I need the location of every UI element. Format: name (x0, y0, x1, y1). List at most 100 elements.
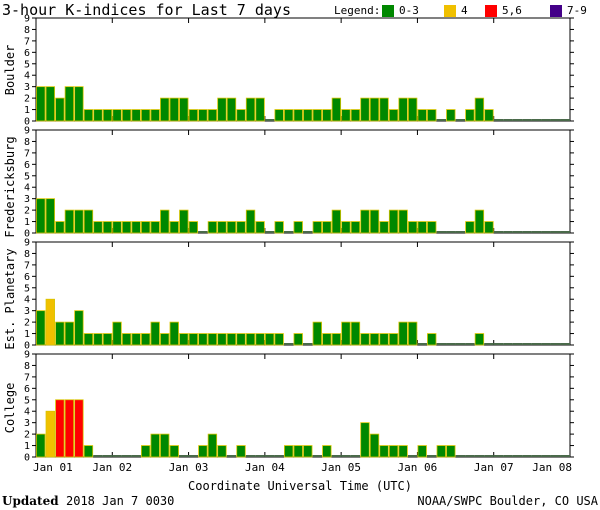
k-index-bar (45, 410, 55, 458)
k-index-bar (360, 209, 370, 234)
k-index-bar (427, 333, 437, 346)
k-index-bar (407, 97, 418, 122)
k-index-bar (207, 333, 218, 346)
y-tick-label: 6 (24, 48, 30, 59)
y-tick-label: 1 (24, 329, 30, 340)
y-tick-label: 4 (24, 295, 30, 306)
k-index-bar (188, 221, 199, 234)
x-tick-labels: Jan 01 Jan 02 Jan 03 Jan 04 Jan 05 Jan 06 Jan … (33, 461, 572, 474)
k-index-bar (417, 221, 427, 234)
k-index-bar (64, 209, 75, 234)
k-index-bar (55, 321, 65, 346)
k-index-bar (55, 221, 65, 234)
k-index-bar (369, 433, 380, 458)
k-index-bar (236, 221, 246, 234)
k-index-bar (74, 209, 84, 234)
k-index-bar (360, 333, 370, 346)
k-index-bar (369, 333, 380, 346)
k-index-bar (55, 97, 65, 122)
k-index-bar (226, 333, 237, 346)
y-tick-label: 2 (24, 206, 30, 217)
k-index-bar (36, 433, 46, 458)
legend-item-k5-6: 5,6 (502, 4, 522, 17)
k-index-bar (341, 321, 351, 346)
k-index-bar (312, 109, 322, 122)
k-index-bar (331, 97, 342, 122)
legend-item-k0-3: 0-3 (399, 4, 419, 17)
k-index-bar (112, 109, 122, 122)
k-index-bar (150, 109, 160, 122)
k-index-bar (255, 97, 265, 122)
k-index-bar (255, 221, 265, 234)
y-tick-label: 2 (24, 430, 30, 441)
k-index-bar (293, 333, 303, 346)
y-tick-label: 0 (24, 453, 30, 464)
k-index-bar (398, 209, 408, 234)
y-tick-label: 9 (24, 126, 30, 137)
k-index-bar (274, 109, 284, 122)
k-index-bar (179, 209, 189, 234)
k-index-bar (407, 221, 418, 234)
y-tick-label: 0 (24, 341, 30, 352)
k-index-bar (36, 310, 46, 346)
k-index-bar (331, 333, 342, 346)
k-index-bar (169, 445, 179, 458)
k-index-bar (150, 221, 160, 234)
k-index-bar (465, 221, 475, 234)
k-index-bar (169, 221, 179, 234)
legend-swatch-k0-3 (382, 5, 394, 17)
y-tick-label: 0 (24, 117, 30, 128)
k-index-bar (303, 109, 313, 122)
legend-item-k7-9: 7-9 (567, 4, 587, 17)
k-index-bar (369, 97, 380, 122)
k-index-bar (379, 97, 389, 122)
legend-item-k4: 4 (461, 4, 468, 17)
legend-label: Legend: (334, 4, 380, 17)
k-index-bar (484, 109, 494, 122)
k-index-bar (160, 97, 170, 122)
k-index-bar (160, 209, 170, 234)
x-tick-label: Jan 07 (474, 461, 514, 474)
k-index-bar (131, 221, 141, 234)
updated-label: Updated (2, 494, 59, 508)
k-index-bar (284, 109, 294, 122)
k-index-bar (179, 97, 189, 122)
k-index-bar (217, 445, 227, 458)
y-tick-label: 4 (24, 71, 30, 82)
y-tick-label: 4 (24, 407, 30, 418)
k-index-bar (131, 109, 141, 122)
k-index-bar (446, 109, 456, 122)
y-tick-label: 7 (24, 372, 30, 383)
k-index-bar (369, 209, 380, 234)
y-tick-label: 8 (24, 25, 30, 36)
y-tick-label: 2 (24, 318, 30, 329)
updated-timestamp: 2018 Jan 7 0030 (66, 494, 174, 508)
k-index-bar (160, 433, 170, 458)
k-index-bar (322, 109, 332, 122)
plot-frame (35, 129, 571, 234)
k-index-bar (274, 221, 284, 234)
k-index-bar (484, 221, 494, 234)
k-index-bar (36, 86, 46, 122)
k-index-bar (55, 399, 65, 458)
y-tick-label: 3 (24, 194, 30, 205)
k-index-bar (83, 109, 94, 122)
k-index-bar (236, 109, 246, 122)
y-tick-label: 5 (24, 171, 30, 182)
k-index-bar (322, 445, 332, 458)
k-index-bar (388, 109, 399, 122)
k-index-bar (226, 97, 237, 122)
k-index-bar (331, 209, 342, 234)
y-tick-label: 8 (24, 361, 30, 372)
y-tick-label: 5 (24, 59, 30, 70)
k-index-bar (360, 422, 370, 458)
k-index-bar (45, 86, 55, 122)
y-tick-label: 6 (24, 160, 30, 171)
y-tick-label: 4 (24, 183, 30, 194)
plot-frame (35, 353, 571, 458)
k-index-bar (379, 445, 389, 458)
y-tick-label: 1 (24, 217, 30, 228)
k-index-bar (140, 333, 151, 346)
